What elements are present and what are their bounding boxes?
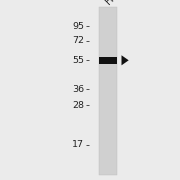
Text: 95: 95	[72, 22, 84, 31]
Text: 28: 28	[72, 101, 84, 110]
Text: 17: 17	[72, 140, 84, 149]
Text: 36: 36	[72, 85, 84, 94]
Text: 72: 72	[72, 36, 84, 45]
Bar	[99, 7, 117, 175]
Text: 55: 55	[72, 56, 84, 65]
Text: HeLa: HeLa	[104, 0, 129, 6]
Bar	[99, 57, 117, 64]
Polygon shape	[122, 55, 129, 65]
